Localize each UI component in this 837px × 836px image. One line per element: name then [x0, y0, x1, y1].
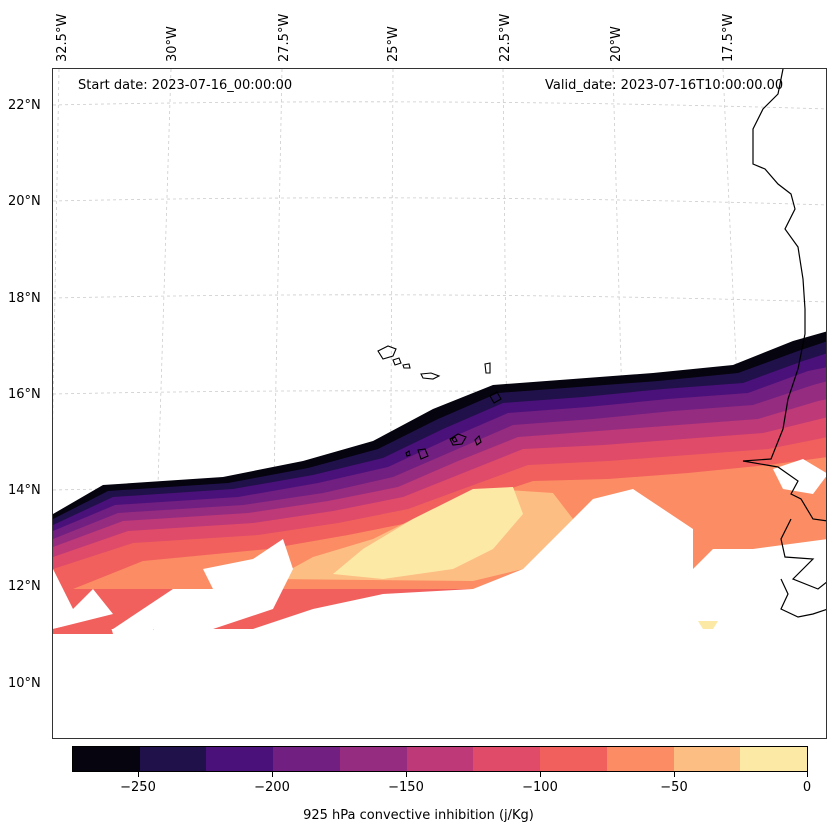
colorbar-title: 925 hPa convective inhibition (j/Kg) [303, 808, 534, 823]
lon-label-17-5w: 17.5°W [721, 13, 736, 62]
colorbar-tick [272, 772, 273, 777]
colorbar-tick-label: −200 [254, 780, 290, 795]
colorbar-segment [740, 747, 808, 771]
colorbar-segment [139, 747, 207, 771]
colorbar-tick-label: 0 [802, 780, 812, 795]
colorbar-segment [73, 747, 140, 771]
lon-label-22-5w: 22.5°W [498, 13, 513, 62]
lon-label-32-5w: 32.5°W [55, 13, 70, 62]
lat-label-18n: 18°N [8, 291, 41, 306]
colorbar-tick [807, 772, 808, 777]
colorbar-segment [606, 747, 674, 771]
colorbar-tick-label: −100 [522, 780, 558, 795]
colorbar-tick [674, 772, 675, 777]
missing-data-region [773, 459, 826, 494]
lon-label-27-5w: 27.5°W [277, 13, 292, 62]
contour-band-cream [333, 487, 523, 579]
lat-label-22n: 22°N [8, 98, 41, 113]
missing-data-region [53, 489, 826, 738]
contour-patch-south [53, 617, 113, 634]
map-panel[interactable] [52, 68, 827, 739]
colorbar-tick-label: −150 [388, 780, 424, 795]
map-canvas [53, 69, 826, 738]
missing-data-region [53, 569, 113, 738]
colorbar-tick [138, 772, 139, 777]
lat-label-10n: 10°N [8, 676, 41, 691]
start-date-label: Start date: 2023-07-16_00:00:00 [78, 78, 293, 93]
colorbar-segment [339, 747, 407, 771]
colorbar-tick [540, 772, 541, 777]
colorbar-segment [673, 747, 741, 771]
lon-label-30w: 30°W [165, 26, 180, 62]
colorbar-segment [406, 747, 474, 771]
lon-label-25w: 25°W [386, 26, 401, 62]
cape-verde-islands [377, 345, 502, 460]
colorbar-segment [206, 747, 274, 771]
lat-label-14n: 14°N [8, 483, 41, 498]
coastline [742, 69, 826, 618]
colorbar-segment [473, 747, 541, 771]
missing-data-region [113, 539, 293, 629]
colorbar [72, 746, 808, 772]
lat-label-16n: 16°N [8, 387, 41, 402]
lat-label-12n: 12°N [8, 579, 41, 594]
lat-label-20n: 20°N [8, 194, 41, 209]
lon-label-20w: 20°W [609, 26, 624, 62]
cin-contours [53, 331, 826, 738]
colorbar-tick-label: −50 [660, 780, 688, 795]
colorbar-segment [540, 747, 607, 771]
valid-date-label: Valid_date: 2023-07-16T10:00:00.00 [545, 78, 784, 93]
contour-patch-south-cream [698, 621, 718, 629]
colorbar-tick [406, 772, 407, 777]
colorbar-tick-label: −250 [120, 780, 156, 795]
colorbar-segment [273, 747, 340, 771]
